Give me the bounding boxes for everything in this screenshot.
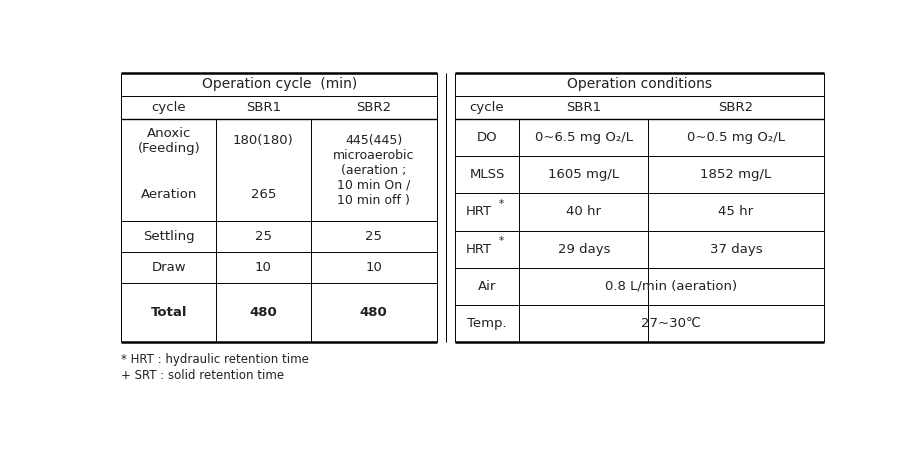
Text: 10: 10	[255, 261, 272, 274]
Text: 0.8 L/min (aeration): 0.8 L/min (aeration)	[606, 280, 738, 293]
Text: 480: 480	[360, 306, 387, 319]
Text: 0~6.5 mg O₂/L: 0~6.5 mg O₂/L	[535, 131, 632, 144]
Text: 45 hr: 45 hr	[718, 205, 753, 218]
Text: Total: Total	[150, 306, 187, 319]
Text: 1852 mg/L: 1852 mg/L	[701, 168, 772, 181]
Text: 445(445)
microaerobic
(aeration ;
10 min On /
10 min off ): 445(445) microaerobic (aeration ; 10 min…	[333, 134, 415, 207]
Text: * HRT : hydraulic retention time: * HRT : hydraulic retention time	[122, 354, 309, 366]
Text: 29 days: 29 days	[558, 243, 610, 256]
Text: cycle: cycle	[469, 101, 504, 114]
Text: HRT: HRT	[467, 205, 492, 218]
Text: 480: 480	[250, 306, 278, 319]
Text: Aeration: Aeration	[140, 188, 197, 201]
Text: Settling: Settling	[143, 230, 195, 243]
Text: 27~30℃: 27~30℃	[642, 317, 702, 330]
Text: 37 days: 37 days	[710, 243, 762, 256]
Text: 265: 265	[251, 188, 276, 201]
Text: Anoxic
(Feeding): Anoxic (Feeding)	[137, 127, 200, 155]
Text: SBR1: SBR1	[246, 101, 281, 114]
Text: *: *	[499, 199, 503, 209]
Text: cycle: cycle	[151, 101, 186, 114]
Text: 10: 10	[365, 261, 383, 274]
Text: Operation conditions: Operation conditions	[567, 77, 712, 91]
Text: 25: 25	[365, 230, 383, 243]
Text: HRT: HRT	[467, 243, 492, 256]
Text: SBR2: SBR2	[356, 101, 391, 114]
Text: *: *	[499, 236, 503, 246]
Text: SBR2: SBR2	[718, 101, 753, 114]
Text: + SRT : solid retention time: + SRT : solid retention time	[122, 369, 285, 382]
Text: 0~0.5 mg O₂/L: 0~0.5 mg O₂/L	[687, 131, 785, 144]
Text: Air: Air	[478, 280, 496, 293]
Text: 180(180): 180(180)	[233, 134, 294, 147]
Text: SBR1: SBR1	[566, 101, 601, 114]
Text: 25: 25	[254, 230, 272, 243]
Text: MLSS: MLSS	[469, 168, 504, 181]
Text: DO: DO	[477, 131, 497, 144]
Text: 1605 mg/L: 1605 mg/L	[549, 168, 620, 181]
Text: Temp.: Temp.	[467, 317, 507, 330]
Text: Draw: Draw	[151, 261, 186, 274]
Text: Operation cycle  (min): Operation cycle (min)	[202, 77, 357, 91]
Text: 40 hr: 40 hr	[566, 205, 601, 218]
